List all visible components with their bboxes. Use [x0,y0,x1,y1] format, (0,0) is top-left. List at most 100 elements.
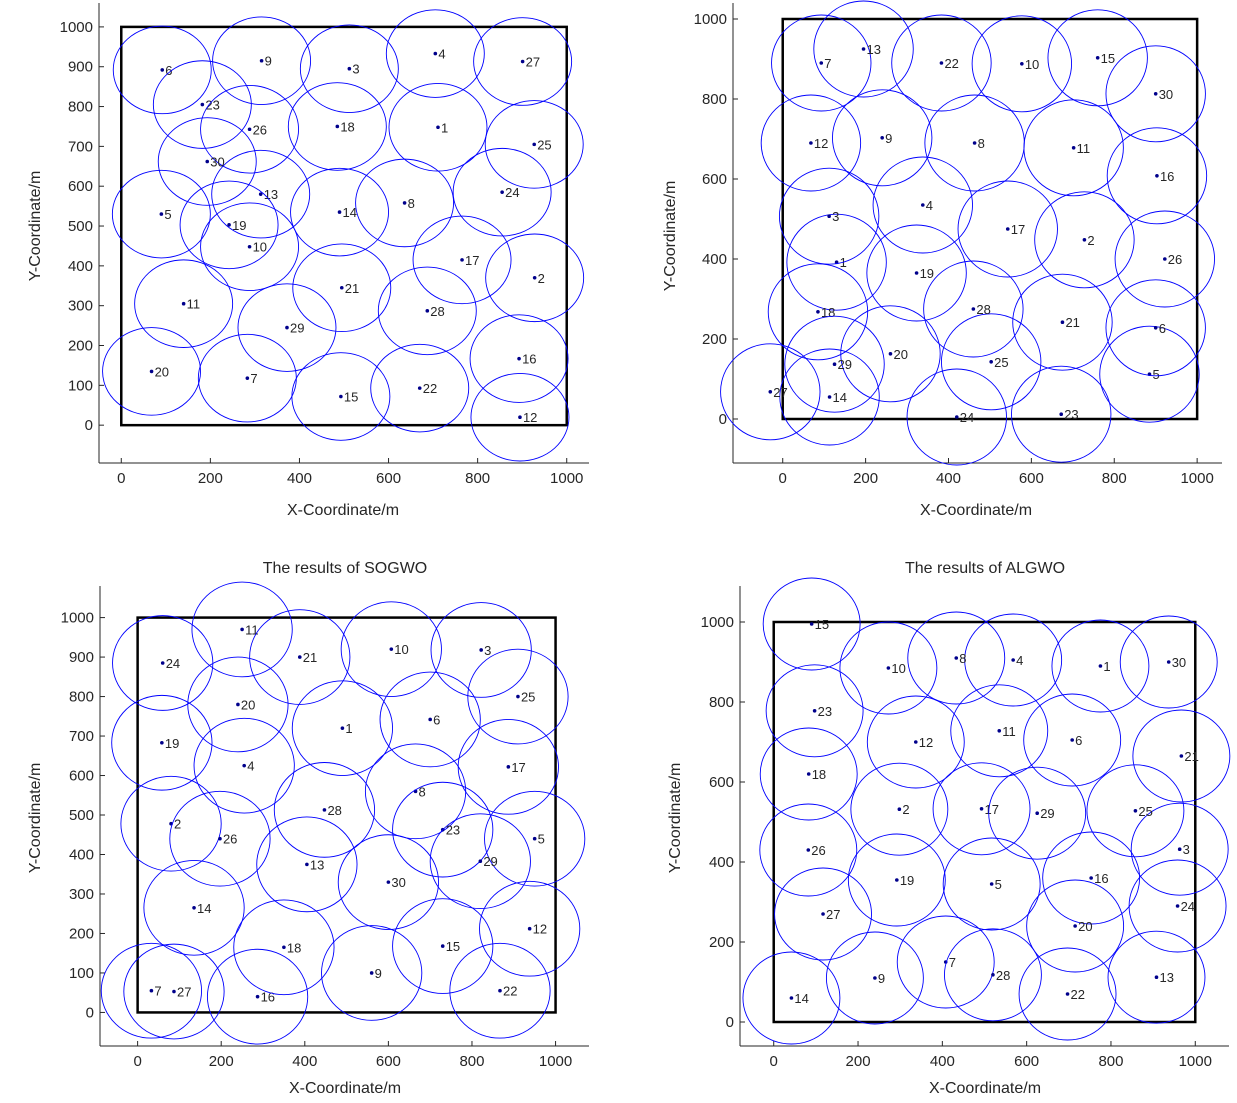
coverage-circle-23 [1011,365,1112,463]
sensor-label-28: 28 [430,304,444,319]
sensor-node-4 [920,203,925,207]
sensor-label-30: 30 [1172,655,1186,670]
sensor-label-30: 30 [210,155,224,170]
coverage-circle-4 [872,156,973,254]
sensor-label-9: 9 [265,54,272,69]
sensor-node-9 [369,971,374,975]
sensor-node-1 [436,125,440,130]
sensor-node-18 [335,124,340,129]
sensor-node-14 [192,906,196,910]
sensor-label-25: 25 [1138,804,1152,819]
sensor-label-22: 22 [423,381,437,396]
y-tick-label: 900 [69,649,94,666]
coverage-circle-17 [412,215,512,305]
sensor-label-22: 22 [1071,987,1085,1002]
sensor-node-1 [340,726,345,730]
sensor-node-23 [1059,412,1064,417]
coverage-circle-13 [211,149,311,239]
coverage-circle-15 [291,352,391,441]
x-tick-label: 600 [1014,1053,1039,1070]
sensor-node-17 [1005,227,1010,231]
y-tick-label: 400 [68,258,93,275]
sensor-label-14: 14 [833,390,847,405]
coverage-circle-2 [485,233,585,323]
coverage-circle-22 [891,14,992,112]
sensor-node-13 [305,862,309,867]
sensor-node-8 [954,656,959,660]
sensor-node-11 [240,627,244,632]
coverage-circle-16 [206,948,309,1045]
x-tick-label: 600 [376,1053,401,1070]
sensor-node-10 [247,244,252,249]
sensor-node-4 [242,763,246,768]
coverage-circle-15 [392,898,494,994]
sensor-node-24 [500,190,504,194]
sensor-label-29: 29 [290,321,304,336]
coverage-circle-30 [1105,45,1206,143]
sensor-label-24: 24 [1181,899,1195,914]
coverage-circle-22 [449,942,551,1039]
coverage-circle-18 [287,82,387,171]
sensor-label-27: 27 [526,55,540,70]
y-tick-label: 1000 [701,614,734,631]
coverage-circle-13 [1107,930,1206,1024]
coverage-circle-24 [452,147,552,237]
sensor-label-1: 1 [1103,659,1110,674]
coverage-circle-25 [467,648,569,745]
x-tick-label: 200 [853,470,878,487]
coverage-circle-28 [944,928,1042,1022]
sensor-node-12 [913,740,918,744]
sensor-node-20 [236,702,240,707]
coverage-circle-18 [759,727,858,821]
y-tick-label: 1000 [60,19,93,36]
coverage-circle-26 [169,790,271,887]
region-boundary [136,616,557,1014]
sensor-node-16 [1155,174,1159,178]
x-axis-label: X-Coordinate/m [287,502,399,519]
x-tick-label: 200 [209,1053,234,1070]
coverage-circle-27 [720,343,821,441]
coverage-circle-29 [988,766,1087,860]
coverage-circle-20 [1026,879,1125,973]
sensor-label-25: 25 [994,355,1008,370]
sensor-node-2 [532,276,537,280]
coverage-circle-12 [470,372,570,462]
coverage-circle-21 [292,243,392,333]
chart-panel-top-left: X-Coordinate/m Y-Coordinate/m 0 200 400 600… [27,3,589,519]
sensor-node-14 [789,996,794,1000]
sensor-node-6 [1070,738,1074,742]
sensor-node-12 [527,926,532,931]
sensor-node-20 [149,369,154,374]
sensor-label-11: 11 [187,297,201,312]
sensor-label-22: 22 [944,56,958,71]
sensor-node-7 [819,61,824,65]
coverage-circle-12 [866,695,965,789]
coverage-circle-27 [774,867,872,961]
x-tick-label: 600 [1019,470,1044,487]
coverage-circle-2 [1034,191,1135,289]
sensor-node-27 [172,989,176,994]
sensor-node-6 [160,68,165,72]
sensor-label-3: 3 [832,209,839,224]
sensor-node-18 [806,772,811,776]
coverage-circle-6 [379,671,481,768]
sensor-label-28: 28 [996,968,1010,983]
coverage-circle-22 [1018,947,1117,1041]
coverage-circle-25 [940,313,1042,411]
sensor-label-13: 13 [1159,970,1173,985]
sensor-node-9 [259,58,264,63]
sensor-node-21 [297,655,302,659]
y-tick-label: 800 [68,99,93,116]
sensor-node-4 [1011,658,1015,662]
sensor-node-5 [532,836,537,841]
y-tick-label: 800 [709,694,734,711]
y-tick-label: 800 [69,689,94,706]
y-axis-label: Y-Coordinate/m [662,181,679,292]
sensor-label-6: 6 [1159,321,1166,336]
sensor-node-13 [861,47,866,51]
y-axis-label: Y-Coordinate/m [27,171,44,282]
sensor-node-27 [768,390,773,394]
x-tick-label: 400 [292,1053,317,1070]
sensor-node-29 [478,859,483,864]
sensor-label-15: 15 [815,617,829,632]
